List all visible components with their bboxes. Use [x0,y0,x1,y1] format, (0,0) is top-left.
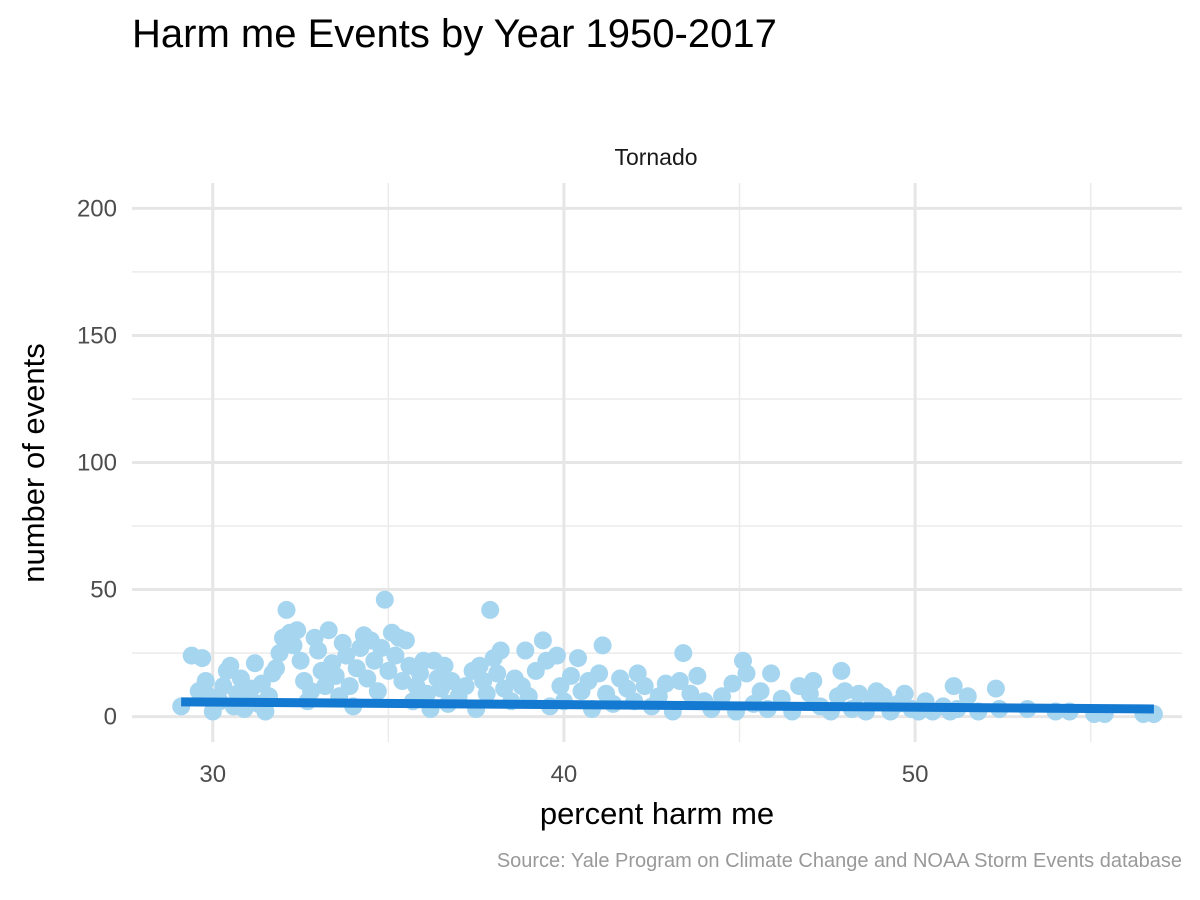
data-point [547,646,566,665]
data-point [326,666,345,685]
data-point [751,682,770,701]
x-tick-label: 50 [902,761,929,788]
data-point [337,646,356,665]
data-point [656,674,675,693]
data-point [309,641,328,660]
data-point [533,631,552,650]
y-tick-label: 0 [104,704,117,731]
x-tick-label: 30 [199,761,226,788]
data-point [270,644,289,663]
data-point [245,654,264,673]
data-point [358,669,377,688]
data-point [442,672,461,690]
data-point [762,664,781,683]
data-point [832,661,851,680]
data-point [713,687,731,706]
data-point [835,682,854,701]
data-point [737,664,756,683]
data-point [291,651,310,670]
data-point [193,649,212,668]
data-point [986,679,1005,698]
x-tick-label: 40 [551,761,578,788]
data-point [590,664,609,683]
data-point [288,621,307,640]
data-point [196,672,215,690]
data-point [319,621,338,640]
data-point [804,672,823,690]
data-point [569,649,587,668]
data-point [688,666,707,685]
y-tick-label: 150 [77,322,117,349]
facet-label: Tornado [614,144,698,170]
y-axis-label: number of events [16,343,51,583]
x-tick-labels: 30 40 50 [199,761,928,788]
data-point [393,672,412,690]
data-point [488,664,507,683]
data-point [418,684,436,703]
data-point [267,659,285,678]
trend-line [181,697,1154,714]
data-point [593,636,612,655]
chart-title: Harm me Events by Year 1950-2017 [132,12,777,56]
data-point [470,656,489,675]
data-point [477,684,496,703]
data-point [386,646,405,665]
data-point [368,682,387,701]
data-point [562,666,580,685]
data-point [681,684,700,703]
data-point [723,674,742,693]
data-point [895,684,914,703]
data-point [456,677,475,696]
data-point [481,600,500,619]
data-point [375,590,394,609]
trend-line-group [181,697,1154,714]
data-point [491,641,510,660]
data-point [302,682,321,701]
data-point [214,677,233,696]
x-axis-label: percent harm me [539,796,775,831]
data-point [670,672,689,690]
data-point [372,639,391,657]
data-point [958,687,977,706]
data-point [396,631,415,650]
data-point [284,636,303,655]
y-tick-labels: 0 50 100 150 200 [77,195,117,730]
y-tick-label: 50 [90,577,117,604]
major-gridlines [132,183,1182,742]
y-tick-label: 100 [77,450,117,477]
data-point [674,644,693,663]
data-point [635,677,654,696]
data-point [516,641,535,660]
data-point [435,656,454,675]
data-point [340,677,359,696]
data-point [874,687,893,706]
data-point [849,684,868,703]
y-tick-label: 200 [77,195,117,222]
source-caption: Source: Yale Program on Climate Change a… [496,850,1182,872]
data-point [277,600,296,619]
data-point [379,661,398,680]
data-point [944,677,963,696]
data-point [221,656,240,675]
